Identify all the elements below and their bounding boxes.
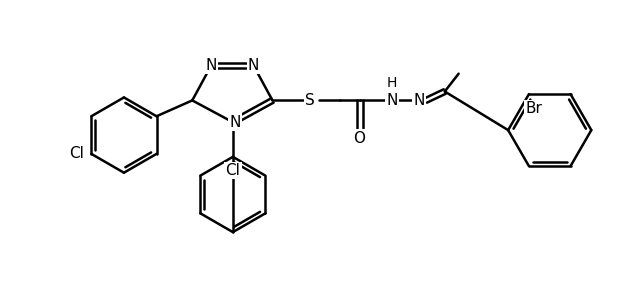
Text: H: H: [387, 76, 397, 89]
Text: Cl: Cl: [69, 146, 84, 161]
Text: N: N: [205, 58, 217, 73]
Text: S: S: [305, 93, 315, 108]
Text: N: N: [248, 58, 259, 73]
Text: N: N: [229, 115, 241, 130]
Text: N: N: [413, 93, 425, 108]
Text: Cl: Cl: [225, 163, 240, 178]
Text: O: O: [354, 131, 365, 145]
Text: N: N: [387, 93, 398, 108]
Text: Br: Br: [525, 101, 542, 116]
